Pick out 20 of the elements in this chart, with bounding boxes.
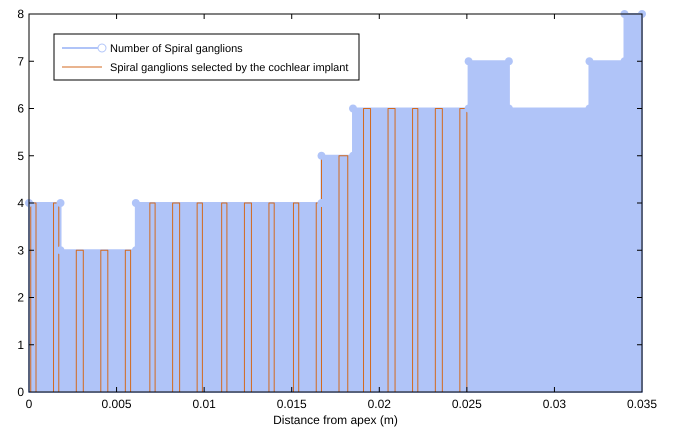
- x-tick-label: 0.015: [276, 397, 308, 411]
- x-axis-title: Distance from apex (m): [273, 413, 398, 427]
- y-tick-label: 1: [17, 338, 24, 352]
- y-tick-label: 5: [17, 148, 24, 163]
- y-tick-label: 4: [17, 196, 24, 210]
- y-tick-label: 6: [17, 102, 24, 116]
- legend-label: Number of Spiral ganglions: [110, 43, 244, 55]
- x-tick-label: 0: [26, 397, 33, 411]
- y-tick-label: 0: [17, 385, 24, 399]
- x-tick-label: 0.03: [542, 397, 566, 411]
- y-tick-label: 7: [17, 54, 24, 68]
- x-tick-label: 0.01: [192, 397, 216, 411]
- legend-label: Spiral ganglions selected by the cochlear implant: [110, 62, 348, 74]
- x-tick-label: 0.02: [368, 397, 392, 411]
- y-tick-label: 3: [17, 243, 24, 258]
- y-tick-label: 2: [17, 290, 24, 304]
- x-tick-label: 0.025: [452, 397, 482, 411]
- x-tick-label: 0.005: [102, 397, 132, 411]
- y-tick-label: 8: [17, 7, 24, 21]
- x-tick-label: 0.035: [626, 397, 658, 411]
